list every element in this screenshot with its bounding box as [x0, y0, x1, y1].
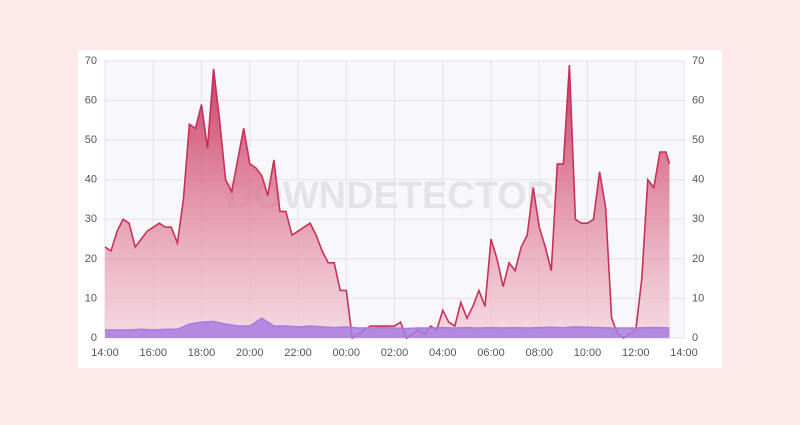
- y-tick-label: 60: [85, 94, 97, 106]
- x-tick-label: 12:00: [622, 347, 650, 359]
- x-tick-label: 10:00: [574, 347, 602, 359]
- y2-tick-label: 50: [692, 134, 704, 146]
- y-tick-label: 50: [85, 134, 97, 146]
- y2-tick-label: 70: [692, 55, 704, 67]
- x-tick-label: 08:00: [525, 347, 553, 359]
- y2-tick-label: 0: [692, 332, 698, 344]
- y-tick-label: 70: [85, 55, 97, 67]
- x-tick-label: 14:00: [670, 347, 698, 359]
- y-tick-label: 30: [85, 213, 97, 225]
- y-tick-label: 40: [85, 174, 97, 186]
- x-tick-label: 04:00: [429, 347, 457, 359]
- x-tick-label: 18:00: [188, 347, 216, 359]
- x-tick-label: 22:00: [284, 347, 312, 359]
- y2-tick-label: 40: [692, 174, 704, 186]
- x-tick-label: 14:00: [91, 347, 119, 359]
- y-tick-label: 0: [91, 332, 97, 344]
- area-fill: [105, 65, 670, 338]
- y2-tick-label: 10: [692, 292, 704, 304]
- series-line: [104, 64, 671, 340]
- y-tick-label: 20: [85, 253, 97, 265]
- x-tick-label: 02:00: [381, 347, 409, 359]
- x-tick-label: 06:00: [477, 347, 505, 359]
- x-tick-label: 16:00: [139, 347, 167, 359]
- x-tick-label: 20:00: [236, 347, 264, 359]
- y2-tick-label: 60: [692, 94, 704, 106]
- x-tick-label: 00:00: [332, 347, 360, 359]
- y2-tick-label: 30: [692, 213, 704, 225]
- series-line: [105, 317, 670, 331]
- y-tick-label: 10: [85, 292, 97, 304]
- y2-tick-label: 20: [692, 253, 704, 265]
